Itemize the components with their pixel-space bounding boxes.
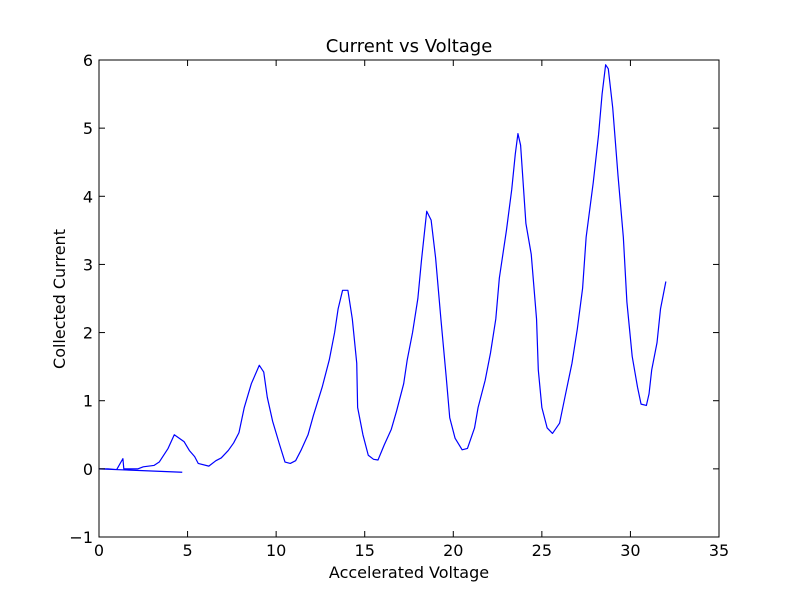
y-tick-label: 5 [83, 119, 93, 138]
chart-title: Current vs Voltage [326, 36, 493, 57]
x-tick-label: 5 [182, 541, 192, 560]
y-tick-label: 1 [83, 392, 93, 411]
plot-frame [98, 59, 720, 538]
y-tick-label: −1 [69, 528, 93, 547]
x-tick-label: 15 [355, 541, 375, 560]
data-line [98, 64, 667, 473]
x-tick-label: 20 [443, 541, 463, 560]
x-tick-label: 25 [532, 541, 552, 560]
x-tick-label: 0 [94, 541, 104, 560]
y-tick-label: 0 [83, 460, 93, 479]
x-tick-label: 30 [620, 541, 640, 560]
y-axis-label: Collected Current [50, 229, 69, 369]
x-tick-label: 10 [266, 541, 286, 560]
y-tick-label: 6 [83, 51, 93, 70]
y-tick-label: 2 [83, 324, 93, 343]
y-tick-label: 4 [83, 187, 93, 206]
x-tick-label: 35 [709, 541, 729, 560]
x-axis-label: Accelerated Voltage [329, 563, 489, 582]
y-tick-label: 3 [83, 255, 93, 274]
